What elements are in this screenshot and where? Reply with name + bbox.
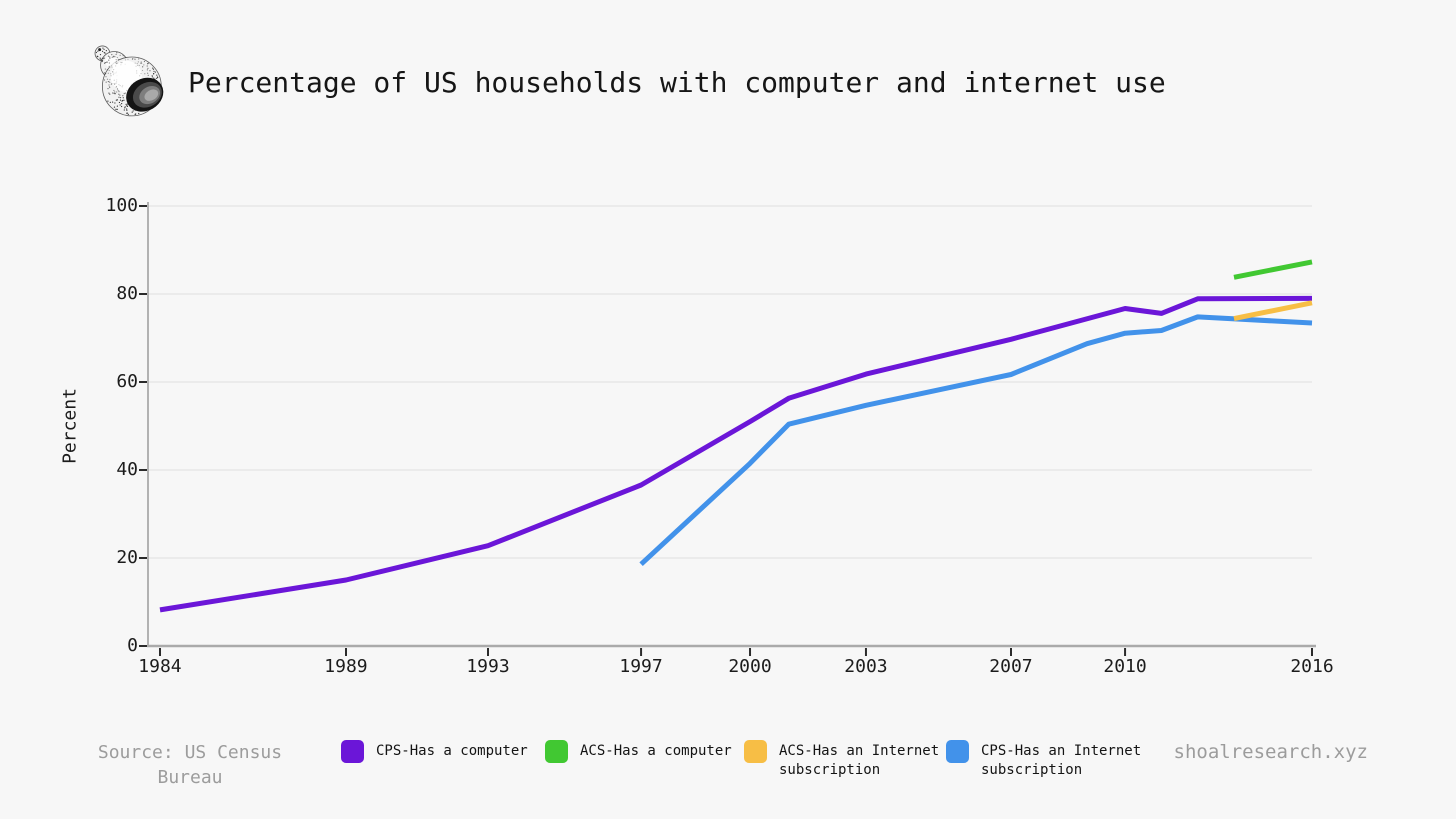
- page-title: Percentage of US households with compute…: [188, 66, 1166, 99]
- y-tick-label: 80: [116, 283, 138, 304]
- y-axis-title: Percent: [59, 388, 81, 464]
- site-watermark: shoalresearch.xyz: [1173, 741, 1368, 763]
- footer: Source: US Census Bureau CPS-Has a compu…: [0, 738, 1456, 808]
- x-tick-label: 2016: [1290, 656, 1334, 677]
- x-tick-label: 2010: [1103, 656, 1147, 677]
- y-tick-label: 20: [116, 547, 138, 568]
- legend-item-acs-internet: ACS-Has an Internet subscription: [744, 740, 945, 780]
- legend-swatch-cps-computer: [341, 740, 364, 763]
- legend-item-cps-computer: CPS-Has a computer: [341, 740, 528, 763]
- legend-item-cps-internet: CPS-Has an Internet subscription: [946, 740, 1147, 780]
- legend-swatch-cps-internet: [946, 740, 969, 763]
- line-acs-computer: [1233, 259, 1313, 280]
- y-tick-label: 60: [116, 371, 138, 392]
- shell-icon: [94, 45, 164, 117]
- x-tick-label: 1989: [324, 656, 368, 677]
- legend-label-acs-computer: ACS-Has a computer: [580, 743, 732, 759]
- x-tick-label: 1984: [138, 656, 182, 677]
- legend-label-cps-computer: CPS-Has a computer: [376, 743, 528, 759]
- x-tick-label: 1997: [619, 656, 663, 677]
- legend-item-acs-computer: ACS-Has a computer: [545, 740, 732, 763]
- x-tick-label: 2000: [728, 656, 772, 677]
- y-tick-label: 0: [127, 635, 138, 656]
- line-cps-internet: [639, 314, 1313, 567]
- y-tick-label: 40: [116, 459, 138, 480]
- x-tick-label: 1993: [466, 656, 510, 677]
- source-note: Source: US Census Bureau: [97, 742, 283, 788]
- legend-swatch-acs-computer: [545, 740, 568, 763]
- line-acs-internet: [1233, 300, 1313, 322]
- x-tick-label: 2007: [989, 656, 1033, 677]
- legend-label-acs-internet: ACS-Has an Internet subscription: [779, 743, 940, 778]
- line-cps-computer: [159, 295, 1313, 613]
- x-tick-label: 2003: [844, 656, 888, 677]
- legend-label-cps-internet: CPS-Has an Internet subscription: [981, 743, 1142, 778]
- y-tick-label: 100: [105, 195, 138, 216]
- legend-swatch-acs-internet: [744, 740, 767, 763]
